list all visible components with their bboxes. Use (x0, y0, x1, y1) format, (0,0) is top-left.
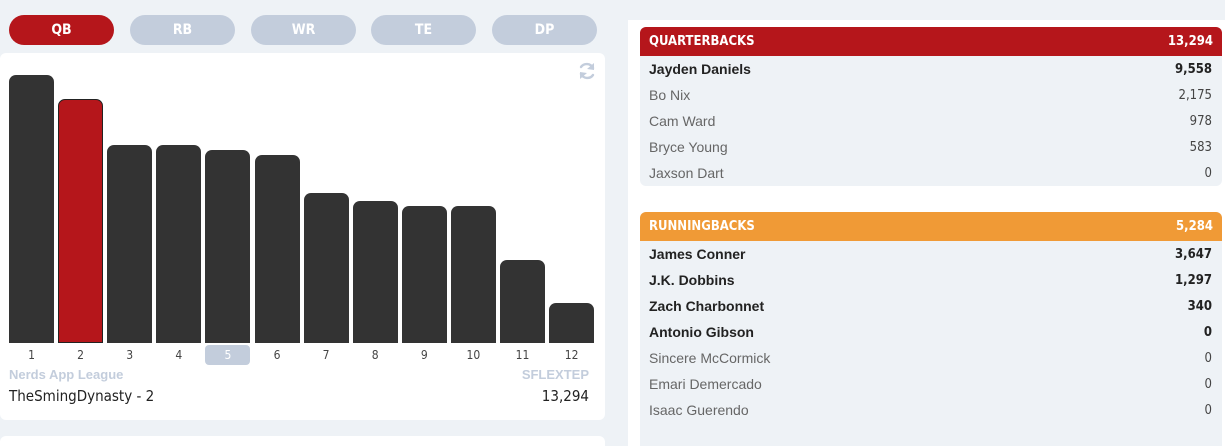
player-value: 978 (1189, 113, 1212, 129)
group-header: RUNNINGBACKS 5,284 (640, 212, 1222, 241)
player-value: 0 (1203, 324, 1212, 340)
player-name: Sincere McCormick (649, 350, 771, 366)
tab-qb[interactable]: QB (9, 15, 114, 45)
team-rank-label-5[interactable]: 5 (205, 345, 251, 365)
player-row[interactable]: Bo Nix 2,175 (640, 82, 1222, 108)
team-name: TheSmingDynasty - 2 (9, 387, 155, 405)
team-rank-label-3[interactable]: 3 (126, 348, 134, 362)
player-row[interactable]: James Conner 3,647 (640, 241, 1222, 267)
team-bar-12[interactable] (549, 302, 595, 343)
player-name: Bryce Young (649, 139, 728, 155)
tab-te[interactable]: TE (371, 15, 476, 45)
player-name: Cam Ward (649, 113, 716, 129)
player-name: Emari Demercado (649, 376, 762, 392)
player-row[interactable]: Jaxson Dart 0 (640, 160, 1222, 186)
player-value: 583 (1189, 139, 1212, 155)
team-rank-label-9[interactable]: 9 (420, 348, 428, 362)
player-name: Jaxson Dart (649, 165, 724, 181)
team-bar-3[interactable] (107, 144, 153, 343)
group-total: 13,294 (1167, 34, 1213, 49)
player-value: 0 (1204, 402, 1212, 418)
team-rank-label-4[interactable]: 4 (175, 348, 183, 362)
player-value: 9,558 (1175, 61, 1212, 77)
player-row[interactable]: Antonio Gibson 0 (640, 319, 1222, 345)
player-row[interactable]: Zach Charbonnet 340 (640, 293, 1222, 319)
scoring-format: SFLEXTEP (521, 367, 589, 382)
team-rank-label-10[interactable]: 10 (466, 348, 481, 362)
team-bar-11[interactable] (500, 259, 545, 343)
group-title: QUARTERBACKS (649, 34, 755, 49)
refresh-icon[interactable] (577, 61, 597, 81)
player-row[interactable]: Jayden Daniels 9,558 (640, 56, 1222, 82)
player-value: 0 (1204, 376, 1212, 392)
team-bar-7[interactable] (303, 192, 349, 343)
player-value: 0 (1204, 165, 1212, 181)
quarterbacks-group: QUARTERBACKS 13,294 Jayden Daniels 9,558… (640, 27, 1222, 186)
team-bar-10[interactable] (450, 206, 496, 343)
team-bar-9[interactable] (401, 206, 447, 343)
player-name: Bo Nix (649, 87, 691, 103)
team-rank-label-12[interactable]: 12 (564, 348, 579, 362)
group-total: 5,284 (1176, 219, 1213, 234)
runningbacks-group: RUNNINGBACKS 5,284 James Conner 3,647 J.… (640, 212, 1222, 446)
player-name: Jayden Daniels (649, 61, 751, 77)
player-name: J.K. Dobbins (649, 272, 735, 288)
team-bar-5[interactable] (205, 150, 251, 343)
team-rank-label-11[interactable]: 11 (515, 348, 530, 362)
player-row[interactable]: Cam Ward 978 (640, 108, 1222, 134)
player-row[interactable]: Isaac Guerendo 0 (640, 397, 1222, 423)
team-rank-label-2[interactable]: 2 (77, 348, 85, 362)
position-tabs: QB RB WR TE DP (9, 15, 599, 45)
player-name: James Conner (649, 246, 746, 262)
team-rank-label-8[interactable]: 8 (371, 348, 379, 362)
player-row[interactable]: J.K. Dobbins 1,297 (640, 267, 1222, 293)
player-value: 1,297 (1175, 272, 1212, 288)
tab-rb[interactable]: RB (130, 15, 235, 45)
player-name: Isaac Guerendo (649, 402, 749, 418)
player-row[interactable]: Bryce Young 583 (640, 134, 1222, 160)
team-bar-1[interactable] (9, 75, 54, 343)
team-bar-8[interactable] (352, 200, 398, 343)
tab-wr[interactable]: WR (251, 15, 356, 45)
player-row[interactable]: Sincere McCormick 0 (640, 345, 1222, 371)
next-card (0, 436, 605, 446)
roster-panel: QUARTERBACKS 13,294 Jayden Daniels 9,558… (628, 20, 1225, 446)
team-bar-4[interactable] (156, 144, 202, 343)
team-ranking-card: 1 2 3 4 5 6 7 8 9 10 11 12 Nerds App League SFLEXTE… (0, 53, 605, 420)
player-value: 2,175 (1178, 87, 1212, 103)
league-name: Nerds App League (9, 367, 124, 382)
team-bar-6[interactable] (254, 155, 300, 343)
player-value: 340 (1187, 298, 1212, 314)
group-header: QUARTERBACKS 13,294 (640, 27, 1222, 56)
team-rank-label-7[interactable]: 7 (322, 348, 330, 362)
player-name: Antonio Gibson (649, 324, 754, 340)
player-value: 0 (1204, 350, 1212, 366)
team-total-value: 13,294 (541, 387, 589, 405)
team-rank-labels: 1 2 3 4 5 6 7 8 9 10 11 12 (0, 343, 605, 367)
player-row[interactable]: Emari Demercado 0 (640, 371, 1222, 397)
team-rank-label-1[interactable]: 1 (28, 348, 35, 362)
tab-dp[interactable]: DP (492, 15, 597, 45)
team-value-bar-chart (0, 53, 605, 343)
player-value: 3,647 (1175, 246, 1212, 262)
player-name: Zach Charbonnet (649, 298, 765, 314)
team-bar-2[interactable] (58, 99, 104, 343)
group-title: RUNNINGBACKS (649, 219, 755, 234)
team-rank-label-6[interactable]: 6 (273, 348, 281, 362)
